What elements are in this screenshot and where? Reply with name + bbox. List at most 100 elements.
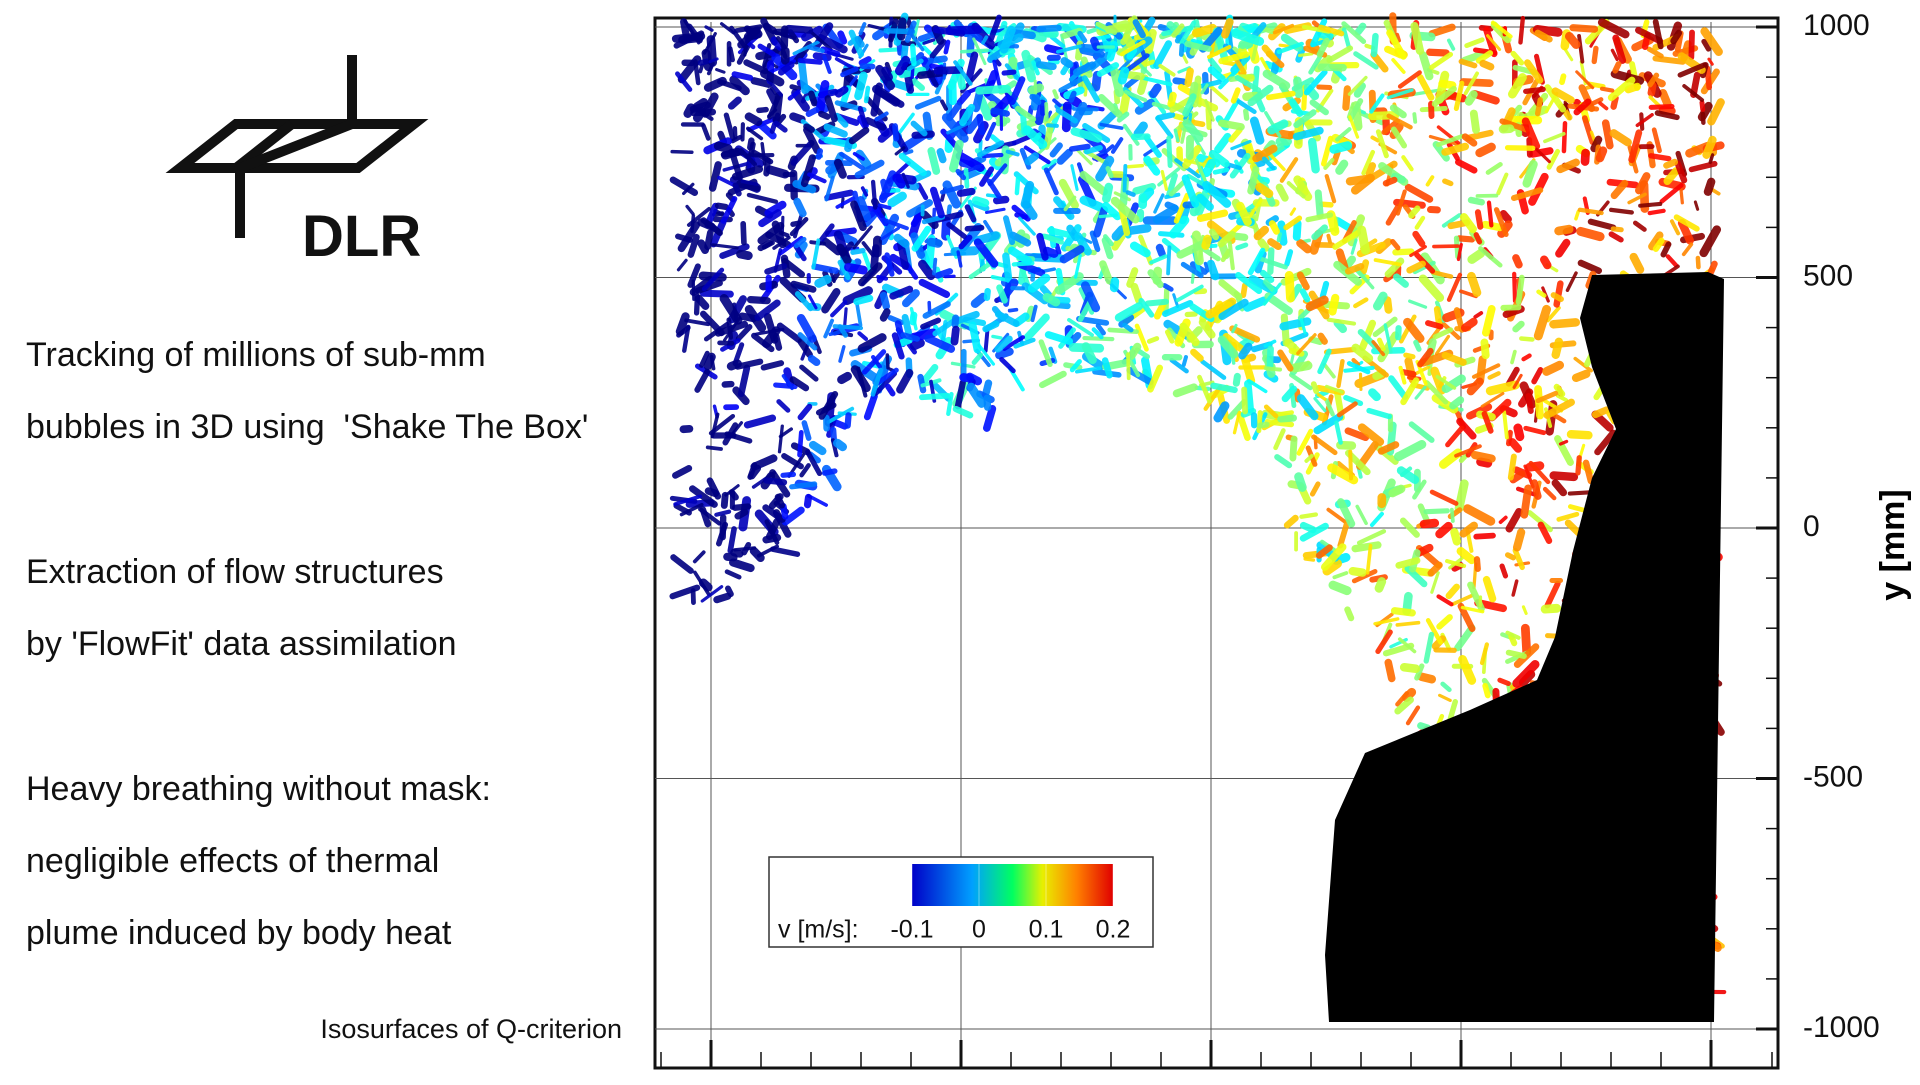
vortex <box>866 88 868 101</box>
vortex <box>1465 322 1474 328</box>
vortex <box>1188 71 1190 83</box>
vortex <box>976 200 985 203</box>
vortex <box>743 224 744 243</box>
vortex <box>1489 203 1491 226</box>
paragraph-line: bubbles in 3D using 'Shake The Box' <box>26 408 588 446</box>
vortex <box>1043 269 1054 271</box>
vortex <box>1490 385 1515 391</box>
vortex <box>1534 483 1538 496</box>
y-tick-label: 500 <box>1803 259 1853 292</box>
vortex <box>1130 271 1135 285</box>
vortex <box>1138 126 1144 134</box>
vortex <box>846 78 847 86</box>
vortex <box>987 291 988 298</box>
vortex <box>740 254 748 256</box>
vortex <box>1524 356 1530 360</box>
vortex <box>884 296 887 307</box>
vortex <box>1334 146 1348 149</box>
vortex <box>1707 68 1709 87</box>
colorbar-tick-label: 0.1 <box>1029 916 1064 944</box>
vortex <box>953 144 959 168</box>
vortex <box>776 336 779 347</box>
vortex <box>1234 90 1238 101</box>
vortex <box>1339 164 1344 171</box>
vortex <box>819 151 820 157</box>
vortex <box>848 415 849 425</box>
vortex <box>1017 178 1018 193</box>
vortex <box>1353 571 1363 572</box>
vortex <box>813 445 822 451</box>
vortex <box>938 271 950 275</box>
vortex <box>751 300 768 301</box>
vortex <box>1279 234 1280 240</box>
vortex <box>1372 392 1376 396</box>
vortex <box>1404 667 1416 669</box>
vortex <box>949 207 950 213</box>
vortex <box>1134 287 1139 301</box>
vortex <box>1576 374 1586 378</box>
vortex <box>1414 114 1415 122</box>
vortex <box>1379 582 1382 589</box>
vortex <box>897 178 901 184</box>
vortex <box>1064 61 1069 64</box>
vortex <box>1025 185 1030 204</box>
paragraph-line: Tracking of millions of sub-mm <box>26 336 486 374</box>
vortex <box>1269 94 1293 98</box>
vortex <box>1651 156 1669 159</box>
vortex <box>940 152 943 160</box>
vortex <box>806 127 811 130</box>
vortex <box>819 279 828 283</box>
vortex <box>1481 462 1488 463</box>
vortex <box>1260 425 1267 426</box>
vortex <box>1503 214 1508 219</box>
vortex <box>1032 97 1038 102</box>
vortex <box>1287 252 1291 264</box>
vortex <box>1218 406 1225 418</box>
vortex <box>880 205 890 208</box>
vortex <box>1698 258 1699 267</box>
vortex <box>820 84 825 109</box>
vortex <box>1355 545 1378 549</box>
vortex <box>1046 104 1047 120</box>
vortex <box>701 222 711 226</box>
vortex <box>841 376 847 379</box>
vortex <box>1300 54 1312 56</box>
vortex <box>993 336 1001 337</box>
vortex <box>1303 525 1313 529</box>
vortex <box>913 46 914 63</box>
vortex <box>1050 230 1068 234</box>
vortex <box>1471 200 1482 202</box>
vortex <box>1710 155 1712 162</box>
vortex <box>1148 302 1166 304</box>
vortex <box>1406 355 1413 357</box>
vortex <box>898 238 906 244</box>
vortex <box>1640 204 1660 206</box>
vortex <box>1206 239 1208 246</box>
vortex <box>1010 310 1017 311</box>
vortex <box>783 50 786 57</box>
vortex <box>1310 300 1324 307</box>
vortex <box>1508 148 1533 149</box>
vortex <box>697 111 701 117</box>
vortex <box>1333 585 1347 591</box>
vortex <box>701 243 705 250</box>
vortex <box>749 117 758 122</box>
vortex <box>1483 63 1491 66</box>
vortex <box>1459 484 1464 509</box>
vortex <box>937 70 959 71</box>
vortex <box>770 92 775 102</box>
vortex <box>1260 187 1269 193</box>
vortex <box>1544 260 1547 266</box>
vortex <box>1128 166 1142 167</box>
vortex <box>1421 726 1428 728</box>
vortex <box>1270 349 1271 367</box>
vortex <box>735 507 748 508</box>
vortex <box>1258 230 1265 236</box>
vortex <box>1129 228 1147 231</box>
vortex <box>1350 179 1367 181</box>
vortex <box>1615 64 1618 71</box>
y-tick-label: -500 <box>1803 760 1863 793</box>
vortex <box>934 260 935 274</box>
vortex <box>732 492 736 497</box>
vortex <box>1096 75 1097 87</box>
